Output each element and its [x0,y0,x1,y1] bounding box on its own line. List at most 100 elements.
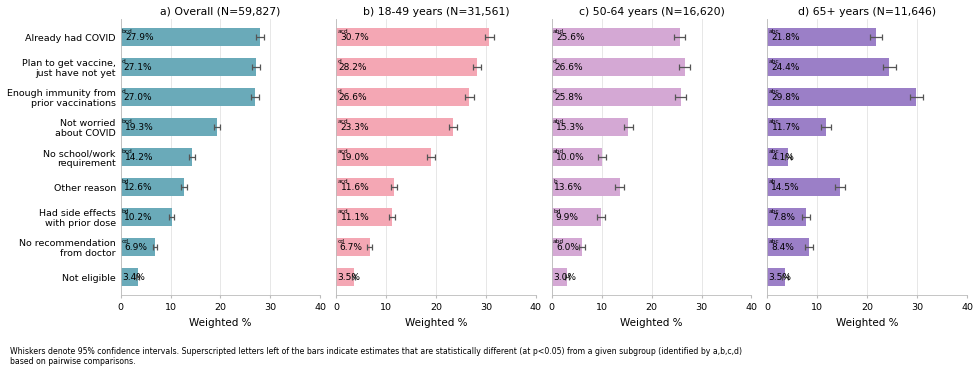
Text: 9.9%: 9.9% [556,213,578,222]
Text: 26.6%: 26.6% [338,93,368,102]
Text: abc: abc [768,119,779,124]
Text: 19.3%: 19.3% [125,123,154,132]
Bar [336,238,369,256]
Bar [121,268,137,286]
Bar [121,88,256,106]
Text: 3.5%: 3.5% [768,273,792,282]
Text: d: d [337,59,341,64]
Text: 10.2%: 10.2% [124,213,153,222]
Text: abd: abd [553,119,564,124]
Text: 26.6%: 26.6% [554,63,583,72]
Bar [336,58,477,77]
Text: bcd: bcd [122,149,132,154]
Bar [552,238,582,256]
Text: d: d [337,89,341,94]
Text: 14.5%: 14.5% [770,183,800,192]
Bar [552,28,679,46]
Bar [767,148,788,166]
Bar [336,208,392,226]
Text: 30.7%: 30.7% [341,33,369,42]
Text: 6.9%: 6.9% [124,243,147,252]
Text: 23.3%: 23.3% [341,123,369,132]
Text: bd: bd [553,209,561,214]
Title: a) Overall (N=59,827): a) Overall (N=59,827) [161,7,280,17]
Bar [767,178,840,197]
Text: d: d [553,59,557,64]
Bar [336,178,394,197]
Text: acd: acd [337,209,348,214]
Text: abc: abc [768,29,779,34]
Bar [121,208,172,226]
Text: 3.4%: 3.4% [122,273,145,282]
Text: 14.2%: 14.2% [125,153,154,162]
X-axis label: Weighted %: Weighted % [620,318,683,328]
Text: 7.8%: 7.8% [772,213,795,222]
Bar [121,178,183,197]
Bar [121,58,256,77]
Bar [552,148,602,166]
Bar [336,88,469,106]
Text: bcd: bcd [122,29,132,34]
X-axis label: Weighted %: Weighted % [189,318,252,328]
Text: 27.9%: 27.9% [125,33,154,42]
Text: b: b [553,179,557,184]
Text: 24.4%: 24.4% [772,63,801,72]
Text: 29.8%: 29.8% [772,93,801,102]
Text: 10.0%: 10.0% [557,153,585,162]
Bar [336,148,431,166]
Bar [767,88,916,106]
Text: 3.5%: 3.5% [337,273,361,282]
Bar [767,28,876,46]
Text: d: d [122,59,125,64]
Bar [336,118,453,137]
Bar [767,118,826,137]
Text: 3.0%: 3.0% [553,273,576,282]
Text: bd: bd [122,179,129,184]
Text: 8.4%: 8.4% [772,243,795,252]
Text: abd: abd [553,239,564,244]
Bar [552,178,619,197]
Bar [552,88,680,106]
Text: 6.7%: 6.7% [340,243,363,252]
Text: 11.6%: 11.6% [341,183,369,192]
Title: b) 18-49 years (N=31,561): b) 18-49 years (N=31,561) [363,7,510,17]
Text: 12.6%: 12.6% [124,183,153,192]
X-axis label: Weighted %: Weighted % [836,318,899,328]
Text: 15.3%: 15.3% [557,123,585,132]
Bar [336,28,489,46]
Bar [121,148,191,166]
Text: abd: abd [553,149,564,154]
Text: acd: acd [337,179,348,184]
Text: abc: abc [768,149,779,154]
Text: acd: acd [337,29,348,34]
Text: 27.0%: 27.0% [122,93,152,102]
Text: 4.1%: 4.1% [772,153,795,162]
Bar [767,208,807,226]
Text: 6.0%: 6.0% [557,243,579,252]
Text: d: d [122,89,125,94]
Bar [552,208,602,226]
Text: acd: acd [337,149,348,154]
Text: cd: cd [337,239,345,244]
Text: ab: ab [768,179,776,184]
Text: 25.6%: 25.6% [557,33,585,42]
Text: 19.0%: 19.0% [341,153,369,162]
Bar [121,28,260,46]
Text: Whiskers denote 95% confidence intervals. Superscripted letters left of the bars: Whiskers denote 95% confidence intervals… [10,347,742,366]
Text: abc: abc [768,89,779,94]
Text: 28.2%: 28.2% [338,63,368,72]
Text: 21.8%: 21.8% [772,33,801,42]
Text: abc: abc [768,209,779,214]
Bar [767,238,809,256]
Bar [767,268,785,286]
Text: 13.6%: 13.6% [554,183,583,192]
Text: abc: abc [768,239,779,244]
Text: 11.7%: 11.7% [772,123,801,132]
Text: 27.1%: 27.1% [122,63,152,72]
Bar [552,118,628,137]
Text: bcd: bcd [122,119,132,124]
Text: cd: cd [122,239,129,244]
Bar [121,118,217,137]
Text: 25.8%: 25.8% [554,93,583,102]
Title: d) 65+ years (N=11,646): d) 65+ years (N=11,646) [798,7,936,17]
